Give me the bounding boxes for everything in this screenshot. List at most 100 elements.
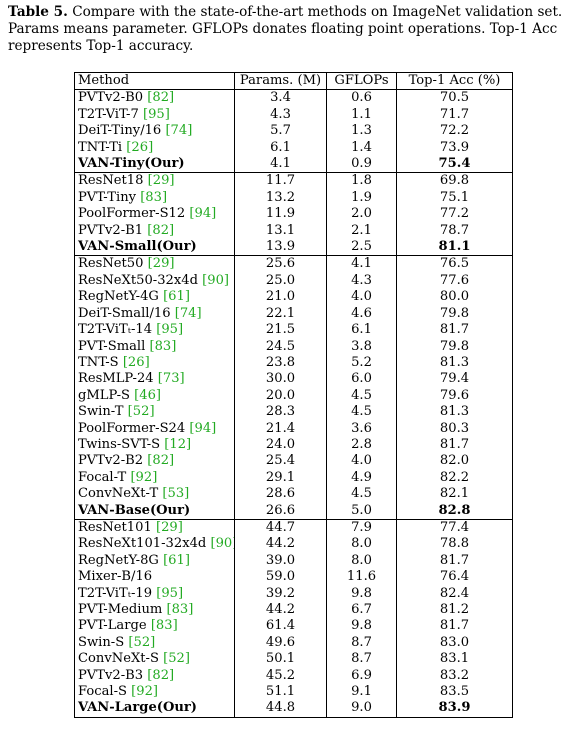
cell-gflops: 8.7 <box>326 651 397 668</box>
citation-link[interactable]: [61] <box>163 289 190 305</box>
cell-method: ConvNeXt-T [53] <box>75 486 235 502</box>
cell-params: 44.2 <box>234 602 327 619</box>
cell-top1: 81.1 <box>396 239 513 256</box>
citation-link[interactable]: [92] <box>131 684 159 700</box>
citation-link[interactable]: [82] <box>147 222 175 238</box>
cell-gflops: 8.7 <box>326 634 397 652</box>
cell-method: ResNeXt50-32x4d [90] <box>75 273 235 289</box>
cell-params: 3.4 <box>234 89 327 107</box>
citation-link[interactable]: [52] <box>128 634 156 650</box>
citation-link[interactable]: [83] <box>140 189 168 205</box>
method-name: PVT-Tiny <box>78 189 137 205</box>
citation-link[interactable]: [95] <box>156 585 184 601</box>
citation-link[interactable]: [83] <box>166 602 194 617</box>
comparison-table: Method Params. (M) GFLOPs Top-1 Acc (%) … <box>74 72 513 718</box>
table-row: VAN-Tiny(Our) 4.1 0.9 75.4 <box>75 156 513 173</box>
cell-top1: 78.7 <box>396 222 513 240</box>
cell-top1: 80.3 <box>396 420 513 437</box>
citation-link[interactable]: [95] <box>156 322 184 338</box>
citation-link[interactable]: [95] <box>142 106 170 122</box>
table-row: PVTv2-B1 [82] 13.1 2.1 78.7 <box>75 222 513 240</box>
citation-link[interactable]: [26] <box>126 139 154 155</box>
table-row: DeiT-Tiny/16 [74] 5.7 1.3 72.2 <box>75 123 513 140</box>
cell-top1: 83.5 <box>396 684 513 701</box>
citation-link[interactable]: [52] <box>127 404 155 420</box>
method-name: ResNeXt50-32x4d <box>78 272 198 288</box>
cell-top1: 82.1 <box>396 486 513 503</box>
cell-method: PVTv2-B0 [82] <box>74 89 235 107</box>
citation-link[interactable]: [46] <box>134 387 162 403</box>
cell-params: 25.6 <box>234 255 327 273</box>
cell-params: 30.0 <box>234 371 327 388</box>
citation-link[interactable]: [73] <box>157 371 185 387</box>
cell-method: VAN-Tiny(Our) <box>75 156 235 173</box>
citation-link[interactable]: [53] <box>162 486 190 502</box>
cell-params: 13.1 <box>234 222 327 240</box>
cell-gflops: 1.3 <box>326 123 397 140</box>
method-name: PoolFormer-S12 <box>78 206 186 222</box>
method-name: VAN-Base(Our) <box>78 502 191 518</box>
citation-link[interactable]: [82] <box>147 90 175 106</box>
cell-params: 5.7 <box>234 123 327 140</box>
method-name: DeiT-Small/16 <box>78 305 171 321</box>
citation-link[interactable]: [90] <box>210 536 234 552</box>
method-name: PVTv2-B1 <box>78 222 144 238</box>
table-caption: Table 5. Compare with the state-of-the-a… <box>8 4 580 55</box>
header-gflops: GFLOPs <box>326 72 397 91</box>
citation-link[interactable]: [52] <box>163 651 190 667</box>
citation-link[interactable]: [90] <box>202 272 230 288</box>
citation-link[interactable]: [29] <box>147 256 175 272</box>
cell-params: 21.4 <box>234 420 327 437</box>
citation-link[interactable]: [29] <box>155 519 183 535</box>
table-row: PVTv2-B0 [82] 3.4 0.6 70.5 <box>74 89 513 107</box>
header-method: Method <box>74 72 235 91</box>
cell-gflops: 8.0 <box>326 536 397 553</box>
citation-link[interactable]: [83] <box>150 618 178 634</box>
method-name: T2T-ViT-7 <box>78 106 139 122</box>
table-row: ResNeXt50-32x4d [90] 25.0 4.3 77.6 <box>75 272 513 290</box>
citation-link[interactable]: [92] <box>130 469 158 485</box>
table-row: PVTv2-B3 [82] 45.2 6.9 83.2 <box>75 667 513 685</box>
cell-params: 39.0 <box>234 552 327 570</box>
cell-gflops: 5.0 <box>326 502 397 520</box>
table-row: ConvNeXt-T [53] 28.6 4.5 82.1 <box>75 486 513 503</box>
cell-params: 44.8 <box>234 700 327 718</box>
citation-link[interactable]: [61] <box>163 552 190 568</box>
citation-link[interactable]: [74] <box>174 305 202 321</box>
citation-link[interactable]: [12] <box>164 436 192 452</box>
cell-method: ResNeXt101-32x4d [90] <box>75 536 235 552</box>
cell-method: PoolFormer-S12 [94] <box>75 206 235 222</box>
citation-link[interactable]: [94] <box>189 420 217 436</box>
cell-top1: 76.5 <box>396 255 513 273</box>
cell-top1: 79.6 <box>396 387 513 405</box>
cell-top1: 80.0 <box>396 289 513 306</box>
cell-method: VAN-Large(Our) <box>75 700 235 717</box>
citation-link[interactable]: [82] <box>147 453 175 469</box>
cell-top1: 71.7 <box>396 106 513 124</box>
method-name: ConvNeXt-S <box>78 651 159 667</box>
cell-params: 13.2 <box>234 189 327 207</box>
cell-gflops: 4.0 <box>326 289 397 306</box>
cell-top1: 76.4 <box>396 569 513 586</box>
table-row: VAN-Base(Our) 26.6 5.0 82.8 <box>75 502 513 520</box>
citation-link[interactable]: [82] <box>147 667 175 683</box>
citation-link[interactable]: [83] <box>149 338 177 354</box>
cell-params: 61.4 <box>234 618 327 635</box>
table-row: RegNetY-8G [61] 39.0 8.0 81.7 <box>75 552 513 570</box>
method-name: VAN-Tiny(Our) <box>78 156 185 172</box>
table-row: PVTv2-B2 [82] 25.4 4.0 82.0 <box>75 453 513 470</box>
cell-top1: 78.8 <box>396 536 513 553</box>
cell-params: 28.6 <box>234 486 327 503</box>
table-row: DeiT-Small/16 [74] 22.1 4.6 79.8 <box>75 305 513 323</box>
citation-link[interactable]: [74] <box>165 123 193 139</box>
table-row: PVT-Large [83] 61.4 9.8 81.7 <box>75 618 513 635</box>
table-row: Swin-T [52] 28.3 4.5 81.3 <box>75 404 513 421</box>
cell-method: PVT-Large [83] <box>75 618 235 634</box>
cell-method: TNT-S [26] <box>75 355 235 371</box>
citation-link[interactable]: [26] <box>122 354 150 370</box>
cell-method: PVT-Small [83] <box>75 339 235 355</box>
citation-link[interactable]: [94] <box>189 206 217 222</box>
citation-link[interactable]: [29] <box>147 173 175 189</box>
cell-params: 49.6 <box>234 634 327 652</box>
table-row: PVT-Tiny [83] 13.2 1.9 75.1 <box>75 189 513 207</box>
